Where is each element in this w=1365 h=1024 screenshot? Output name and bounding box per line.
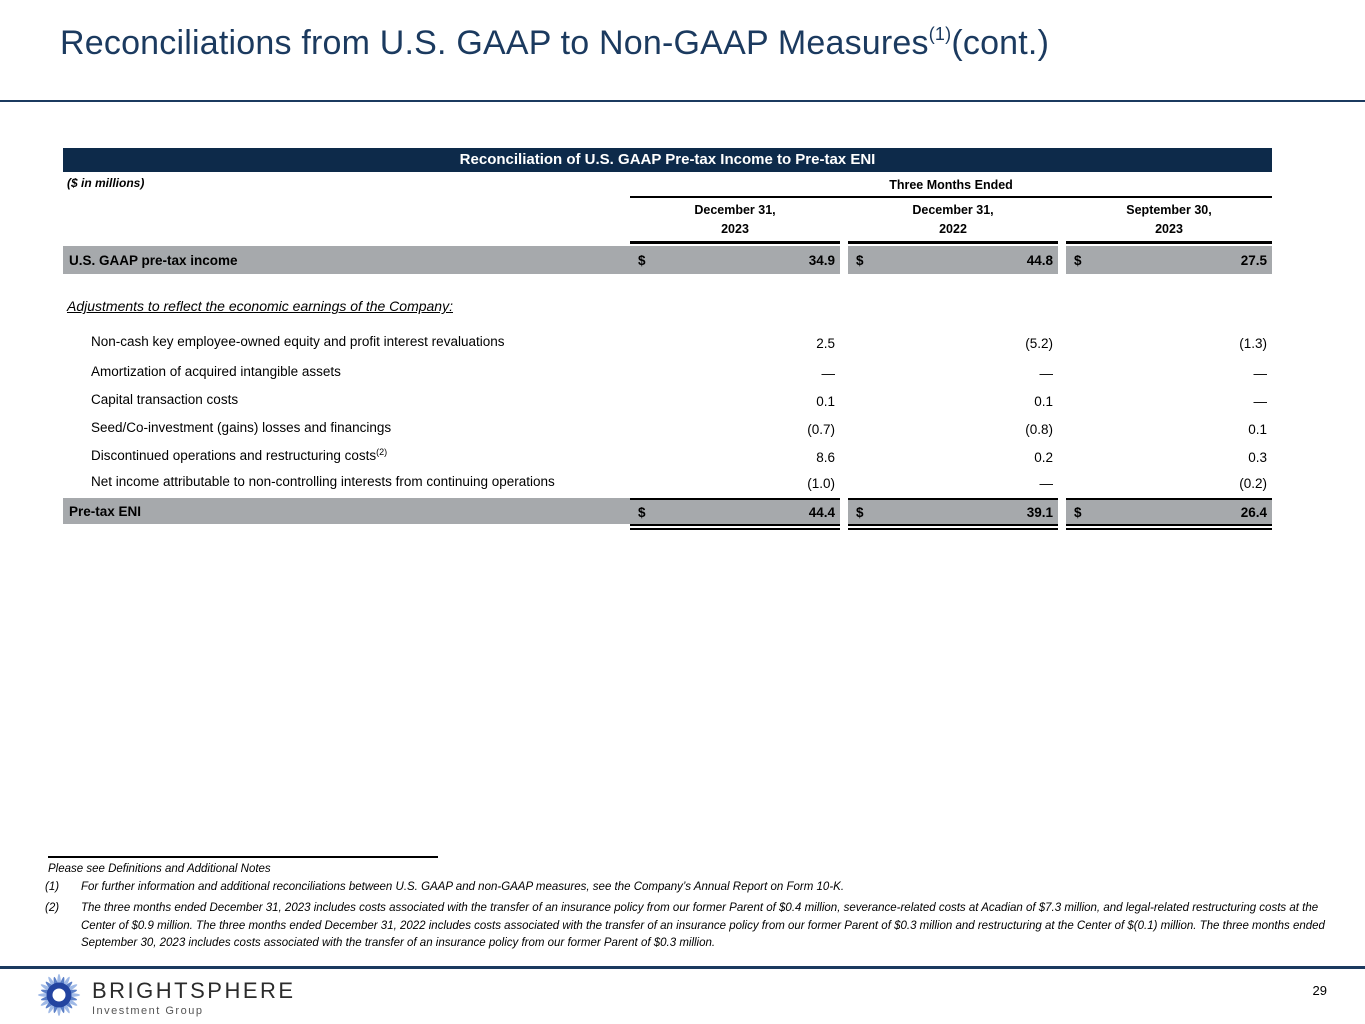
cell-value: 0.1 xyxy=(1248,422,1267,437)
cell-value: — xyxy=(1039,476,1054,491)
page-title: Reconciliations from U.S. GAAP to Non-GA… xyxy=(60,24,1049,63)
table-row-seed-coinvestment: Seed/Co-investment (gains) losses and fi… xyxy=(63,414,1272,442)
footnote-text: For further information and additional r… xyxy=(81,881,845,893)
cell-value: — xyxy=(1253,366,1268,381)
eni-value-col1: $44.4 xyxy=(630,498,840,524)
currency-symbol: $ xyxy=(856,252,864,268)
cell-value: 34.9 xyxy=(808,252,835,268)
cell-value: 2.5 xyxy=(816,336,835,351)
row-label: Discontinued operations and restructurin… xyxy=(91,447,377,463)
eni-value-col2: $39.1 xyxy=(848,498,1058,524)
total-double-rule xyxy=(63,524,1272,531)
footer-divider xyxy=(0,966,1365,969)
units-label: ($ in millions) xyxy=(67,176,145,190)
cell-value: (0.7) xyxy=(807,422,835,437)
cell-value: 0.2 xyxy=(1034,450,1053,465)
col-3-header-line1: September 30, xyxy=(1126,203,1212,217)
table-row-capital-transaction-costs: Capital transaction costs 0.1 0.1 — xyxy=(63,386,1272,414)
cell-value: (1.0) xyxy=(807,476,835,491)
table-row-pretax-eni: Pre-tax ENI $44.4 $39.1 $26.4 xyxy=(63,498,1272,524)
footnotes-intro: Please see Definitions and Additional No… xyxy=(48,863,271,875)
currency-symbol: $ xyxy=(856,504,864,520)
cell-value: (0.8) xyxy=(1025,422,1053,437)
row-label: U.S. GAAP pre-tax income xyxy=(63,246,630,274)
currency-symbol: $ xyxy=(638,252,646,268)
col-1-header-line2: 2023 xyxy=(630,222,840,244)
table-header-banner: Reconciliation of U.S. GAAP Pre-tax Inco… xyxy=(63,148,1272,172)
cell-value: (0.2) xyxy=(1239,476,1267,491)
title-divider xyxy=(0,100,1365,102)
row-label: Amortization of acquired intangible asse… xyxy=(91,363,341,379)
cell-value: 0.1 xyxy=(816,394,835,409)
row-label: Capital transaction costs xyxy=(91,391,239,407)
cell-value: 26.4 xyxy=(1240,504,1267,520)
gaap-value-col3: $27.5 xyxy=(1066,246,1272,274)
cell-value: 27.5 xyxy=(1240,252,1267,268)
table-meta-row: ($ in millions) Three Months Ended xyxy=(63,172,1272,198)
col-2-header-line1: December 31, xyxy=(912,203,994,217)
footnote-marker: (1) xyxy=(45,881,60,893)
page-title-text: Reconciliations from U.S. GAAP to Non-GA… xyxy=(60,24,929,62)
footnotes-divider xyxy=(48,856,438,858)
gaap-value-col2: $44.8 xyxy=(848,246,1058,274)
gaap-value-col1: $34.9 xyxy=(630,246,840,274)
currency-symbol: $ xyxy=(638,504,646,520)
eni-value-col3: $26.4 xyxy=(1066,498,1272,524)
footnote-text: The three months ended December 31, 2023… xyxy=(81,902,1325,949)
adjustment-rows: Non-cash key employee-owned equity and p… xyxy=(63,330,1272,498)
reconciliation-table: Reconciliation of U.S. GAAP Pre-tax Inco… xyxy=(63,148,1272,531)
row-label: Non-cash key employee-owned equity and p… xyxy=(91,333,505,349)
starburst-logo-icon xyxy=(36,972,82,1023)
cell-value: 8.6 xyxy=(816,450,835,465)
cell-value: 44.8 xyxy=(1026,252,1053,268)
page-title-suffix: (cont.) xyxy=(951,24,1050,62)
adjustments-heading: Adjustments to reflect the economic earn… xyxy=(67,298,453,314)
double-rule-col1 xyxy=(630,524,840,530)
row-label: Net income attributable to non-controlli… xyxy=(91,473,555,489)
table-row-discontinued-operations: Discontinued operations and restructurin… xyxy=(63,442,1272,470)
cell-value: 0.1 xyxy=(1034,394,1053,409)
cell-value: 0.3 xyxy=(1248,450,1267,465)
column-header-row-2: 2023 2022 2023 xyxy=(63,222,1272,246)
brand-subtitle: Investment Group xyxy=(92,1005,204,1017)
col-2-header-line2: 2022 xyxy=(848,222,1058,244)
cell-value: (5.2) xyxy=(1025,336,1053,351)
footnotes-section: Please see Definitions and Additional No… xyxy=(45,856,1337,952)
brightsphere-logo: BRIGHTSPHERE Investment Group xyxy=(36,972,296,1023)
row-label: Pre-tax ENI xyxy=(63,498,630,524)
double-rule-col3 xyxy=(1066,524,1272,530)
table-row-noncash-equity: Non-cash key employee-owned equity and p… xyxy=(63,330,1272,358)
page-number: 29 xyxy=(1312,983,1327,998)
currency-symbol: $ xyxy=(1074,252,1082,268)
footnote-2: (2) The three months ended December 31, … xyxy=(45,900,1337,952)
cell-value: — xyxy=(1039,366,1054,381)
page-title-footnote-ref: (1) xyxy=(928,24,952,44)
cell-value: 44.4 xyxy=(808,504,835,520)
footnote-1: (1) For further information and addition… xyxy=(45,879,1337,896)
cell-value: 39.1 xyxy=(1026,504,1053,520)
table-row-amortization: Amortization of acquired intangible asse… xyxy=(63,358,1272,386)
cell-value: — xyxy=(1253,394,1268,409)
column-header-row-1: December 31, December 31, September 30, xyxy=(63,198,1272,222)
currency-symbol: $ xyxy=(1074,504,1082,520)
row-label: Seed/Co-investment (gains) losses and fi… xyxy=(91,419,392,435)
col-3-header-line2: 2023 xyxy=(1066,222,1272,244)
table-row-gaap-pretax-income: U.S. GAAP pre-tax income $34.9 $44.8 $27… xyxy=(63,246,1272,274)
col-1-header-line1: December 31, xyxy=(694,203,776,217)
footnote-marker: (2) xyxy=(45,902,60,915)
double-rule-col2 xyxy=(848,524,1058,530)
cell-value: — xyxy=(821,366,836,381)
period-label: Three Months Ended xyxy=(630,178,1272,198)
cell-value: (1.3) xyxy=(1239,336,1267,351)
table-row-nci-continuing-operations: Net income attributable to non-controlli… xyxy=(63,470,1272,498)
footnote-ref-2: (2) xyxy=(376,446,388,457)
brand-name: BRIGHTSPHERE xyxy=(92,978,296,1003)
